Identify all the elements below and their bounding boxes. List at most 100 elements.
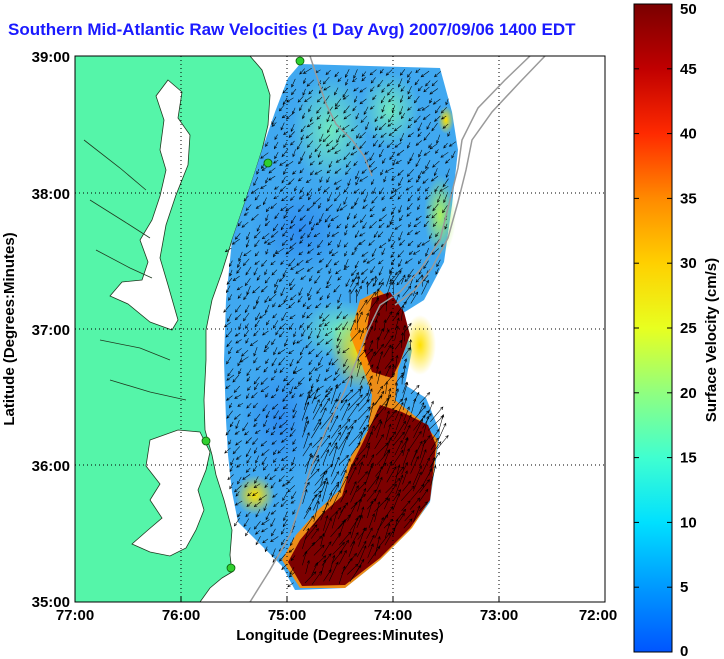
velocity-vector xyxy=(289,386,294,395)
velocity-vector xyxy=(409,497,421,510)
velocity-vector xyxy=(289,314,296,320)
colorbar-tick-label: 5 xyxy=(680,579,688,596)
velocity-vector xyxy=(327,193,332,202)
velocity-vector xyxy=(331,532,341,547)
velocity-vector xyxy=(329,483,339,502)
velocity-vector xyxy=(379,68,384,74)
velocity-vector xyxy=(302,541,315,557)
velocity-vector xyxy=(311,570,323,585)
velocity-vector xyxy=(439,186,449,192)
velocity-vector xyxy=(407,123,413,129)
velocity-vector xyxy=(383,176,387,183)
velocity-vector xyxy=(343,152,351,161)
velocity-vector xyxy=(306,266,314,272)
velocity-vector xyxy=(281,312,287,322)
velocity-vector xyxy=(281,196,287,202)
velocity-vector xyxy=(233,518,240,527)
velocity-vector xyxy=(314,169,323,175)
x-tick-label: 73:00 xyxy=(480,607,518,624)
velocity-vector xyxy=(376,336,380,349)
velocity-vector xyxy=(311,562,318,576)
velocity-vector xyxy=(233,413,241,420)
velocity-vector xyxy=(285,112,294,120)
velocity-vector xyxy=(282,88,289,94)
velocity-vector xyxy=(315,303,322,309)
velocity-vector xyxy=(432,203,439,212)
velocity-vector xyxy=(437,194,441,203)
velocity-vector xyxy=(396,149,405,156)
velocity-vector xyxy=(242,474,251,480)
velocity-vector xyxy=(291,393,296,399)
velocity-vector xyxy=(225,330,233,338)
colorbar-tick-label: 20 xyxy=(680,385,697,402)
velocity-vector xyxy=(374,281,384,297)
velocity-vector xyxy=(374,433,384,450)
velocity-vector xyxy=(371,248,377,258)
velocity-vector xyxy=(275,330,279,336)
velocity-vector xyxy=(229,269,233,277)
velocity-vector xyxy=(438,422,447,440)
velocity-vector xyxy=(235,348,242,354)
velocity-vector xyxy=(252,438,259,445)
velocity-vector xyxy=(338,539,349,555)
velocity-vector xyxy=(302,515,315,532)
velocity-vector xyxy=(306,304,312,310)
velocity-vector xyxy=(431,80,438,87)
velocity-vector xyxy=(412,471,422,492)
velocity-vector xyxy=(304,96,312,103)
velocity-vector xyxy=(290,555,296,562)
velocity-vector xyxy=(404,414,412,431)
velocity-vector xyxy=(224,247,232,253)
velocity-vector xyxy=(413,414,426,431)
velocity-vector xyxy=(330,481,340,493)
velocity-vector xyxy=(337,418,351,433)
velocity-vector xyxy=(447,131,451,137)
velocity-vector xyxy=(397,250,405,258)
y-tick-label: 35:00 xyxy=(32,594,70,611)
velocity-vector xyxy=(238,368,242,375)
velocity-vector xyxy=(288,572,295,578)
velocity-vector xyxy=(357,406,371,421)
velocity-vectors xyxy=(223,67,457,588)
velocity-vector xyxy=(423,150,431,156)
velocity-vector xyxy=(255,455,259,464)
velocity-vector xyxy=(388,113,394,123)
velocity-vector xyxy=(397,169,404,176)
velocity-vector xyxy=(243,250,252,257)
velocity-vector xyxy=(319,133,324,143)
velocity-vector xyxy=(229,482,234,490)
velocity-vector xyxy=(304,571,317,584)
velocity-vector xyxy=(358,461,364,475)
velocity-vector xyxy=(394,142,402,148)
velocity-vector xyxy=(368,395,383,412)
velocity-vector xyxy=(319,407,327,422)
velocity-vector xyxy=(359,506,365,521)
velocity-vector xyxy=(230,458,235,466)
velocity-vector xyxy=(304,454,313,468)
velocity-vector xyxy=(251,392,258,399)
velocity-vector xyxy=(328,561,339,582)
velocity-vector xyxy=(425,214,431,219)
velocity-vector xyxy=(402,397,408,411)
velocity-vector xyxy=(255,204,261,209)
velocity-vector xyxy=(367,413,379,432)
velocity-vector xyxy=(356,514,363,529)
velocity-vector xyxy=(330,456,340,477)
velocity-vector xyxy=(423,86,430,93)
velocity-vector xyxy=(357,275,361,286)
map-title: Southern Mid-Atlantic Raw Velocities (1 … xyxy=(8,20,576,39)
velocity-vector xyxy=(366,258,375,264)
velocity-vector xyxy=(305,258,313,263)
velocity-vector xyxy=(289,566,295,575)
velocity-vector xyxy=(315,350,323,358)
velocity-vector xyxy=(347,466,357,484)
velocity-vector xyxy=(273,501,279,507)
velocity-vector xyxy=(391,270,402,285)
velocity-vector xyxy=(310,527,319,539)
velocity-vector xyxy=(380,96,386,104)
velocity-vector xyxy=(384,522,391,539)
velocity-vector xyxy=(235,455,242,460)
velocity-vector xyxy=(291,491,297,500)
velocity-vector xyxy=(415,215,422,221)
